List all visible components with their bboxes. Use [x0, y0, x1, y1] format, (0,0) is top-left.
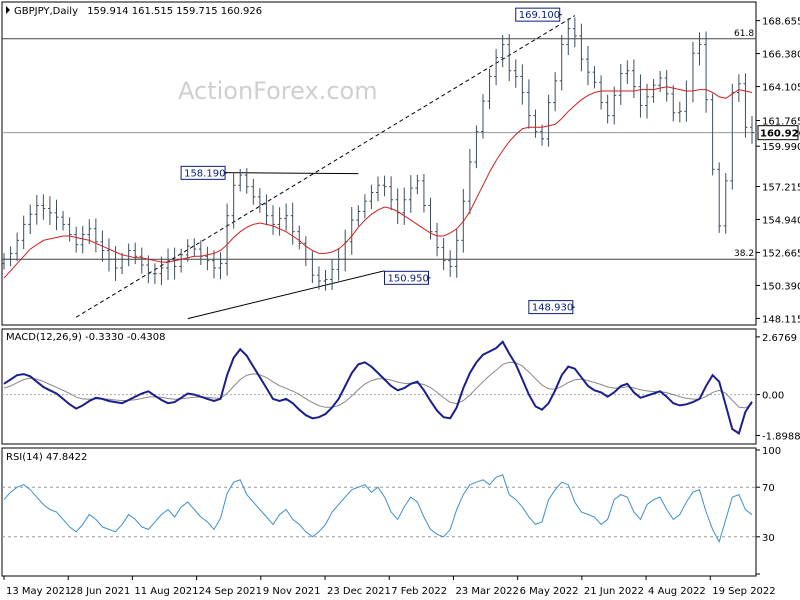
rsi-y-tick-label: 100	[762, 446, 781, 457]
x-tick-label: 19 Sep 2022	[712, 586, 775, 597]
svg-text:GBPJPY,Daily 159.914 161: GBPJPY,Daily 159.914 161.515 159.715 160…	[14, 6, 262, 17]
price-y-tick-label: 154.940	[762, 215, 800, 226]
price-callouts: 169.100 158.190 150.950 148.930	[180, 7, 575, 315]
x-tick-label: 24 Sep 2021	[199, 586, 262, 597]
triangle-icon	[6, 6, 10, 14]
rsi-title: RSI(14) 47.8422	[6, 452, 87, 463]
last-price-box	[757, 125, 799, 141]
price-y-tick-label: 150.390	[762, 281, 800, 292]
x-tick-label: 28 Jun 2021	[70, 586, 130, 597]
macd-y-tick-label: 0.00	[762, 391, 784, 402]
x-tick-label: 23 Dec 2021	[327, 586, 391, 597]
fib-level-label: 38.2	[734, 249, 754, 259]
watermark: ActionForex.com	[178, 77, 378, 105]
macd-line	[3, 340, 753, 435]
price-y-tick-label: 161.765	[762, 117, 800, 128]
symbol-label: GBPJPY,Daily	[14, 6, 78, 17]
macd-y-axis: 2.6769 0.00 -1.8988	[756, 333, 800, 443]
rsi-y-tick-label: 70	[762, 483, 775, 494]
x-tick-label: 4 Aug 2022	[648, 586, 706, 597]
price-title: GBPJPY,Daily 159.914 161.515 159.715 160…	[6, 6, 262, 17]
price-y-tick-label: 152.665	[762, 248, 800, 259]
rsi-y-axis: 100 70 30	[756, 446, 781, 575]
channel-dashed-line	[75, 15, 576, 318]
ohlc-values: 159.914 161.515 159.715 160.926	[87, 6, 262, 17]
price-y-axis: 168.655 166.380 164.105 161.765 159.990 157.2…	[756, 17, 800, 325]
price-y-tick-label: 164.105	[762, 83, 800, 94]
price-y-tick-label: 166.380	[762, 50, 800, 61]
x-tick-label: 11 Aug 2021	[134, 586, 198, 597]
x-tick-label: 7 Feb 2022	[391, 586, 447, 597]
macd-title: MACD(12,26,9) -0.3330 -0.4308	[6, 332, 166, 343]
x-tick-label: 23 Mar 2022	[455, 586, 518, 597]
x-tick-label: 9 Nov 2021	[263, 586, 321, 597]
price-panel	[1, 1, 757, 326]
fib-level-label: 61.8	[734, 29, 754, 39]
rsi-line	[3, 474, 753, 544]
price-y-tick-label: 157.215	[762, 182, 800, 193]
price-y-tick-label: 148.115	[762, 314, 800, 325]
macd-panel	[1, 328, 757, 445]
price-callout-label: 169.100	[519, 10, 560, 21]
rsi-y-tick-label: 30	[762, 533, 775, 544]
x-tick-label: 13 May 2021	[6, 586, 71, 597]
macd-y-tick-label: -1.8988	[762, 432, 800, 443]
ma-line	[3, 86, 753, 279]
x-tick-label: 21 Jun 2022	[584, 586, 644, 597]
price-bars	[2, 17, 754, 291]
support-trendline	[187, 270, 385, 320]
price-y-tick-label: 168.655	[762, 17, 800, 28]
rsi-panel	[1, 447, 757, 577]
x-tick-label: 6 May 2022	[520, 586, 579, 597]
price-callout-label: 150.950	[387, 273, 428, 284]
price-callout-label: 158.190	[184, 168, 225, 179]
last-price-label: 160.926	[760, 129, 800, 140]
macd-y-tick-label: 2.6769	[762, 333, 797, 344]
price-callout-label: 148.930	[532, 303, 573, 314]
price-y-tick-label: 159.990	[762, 142, 800, 153]
